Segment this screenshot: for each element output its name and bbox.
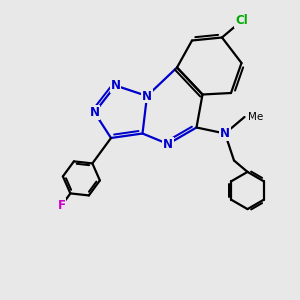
Text: N: N — [89, 106, 100, 119]
Text: N: N — [110, 79, 121, 92]
Text: N: N — [142, 89, 152, 103]
Text: N: N — [220, 127, 230, 140]
Text: N: N — [163, 137, 173, 151]
Text: F: F — [58, 199, 65, 212]
Text: Me: Me — [248, 112, 263, 122]
Text: Cl: Cl — [235, 14, 248, 28]
